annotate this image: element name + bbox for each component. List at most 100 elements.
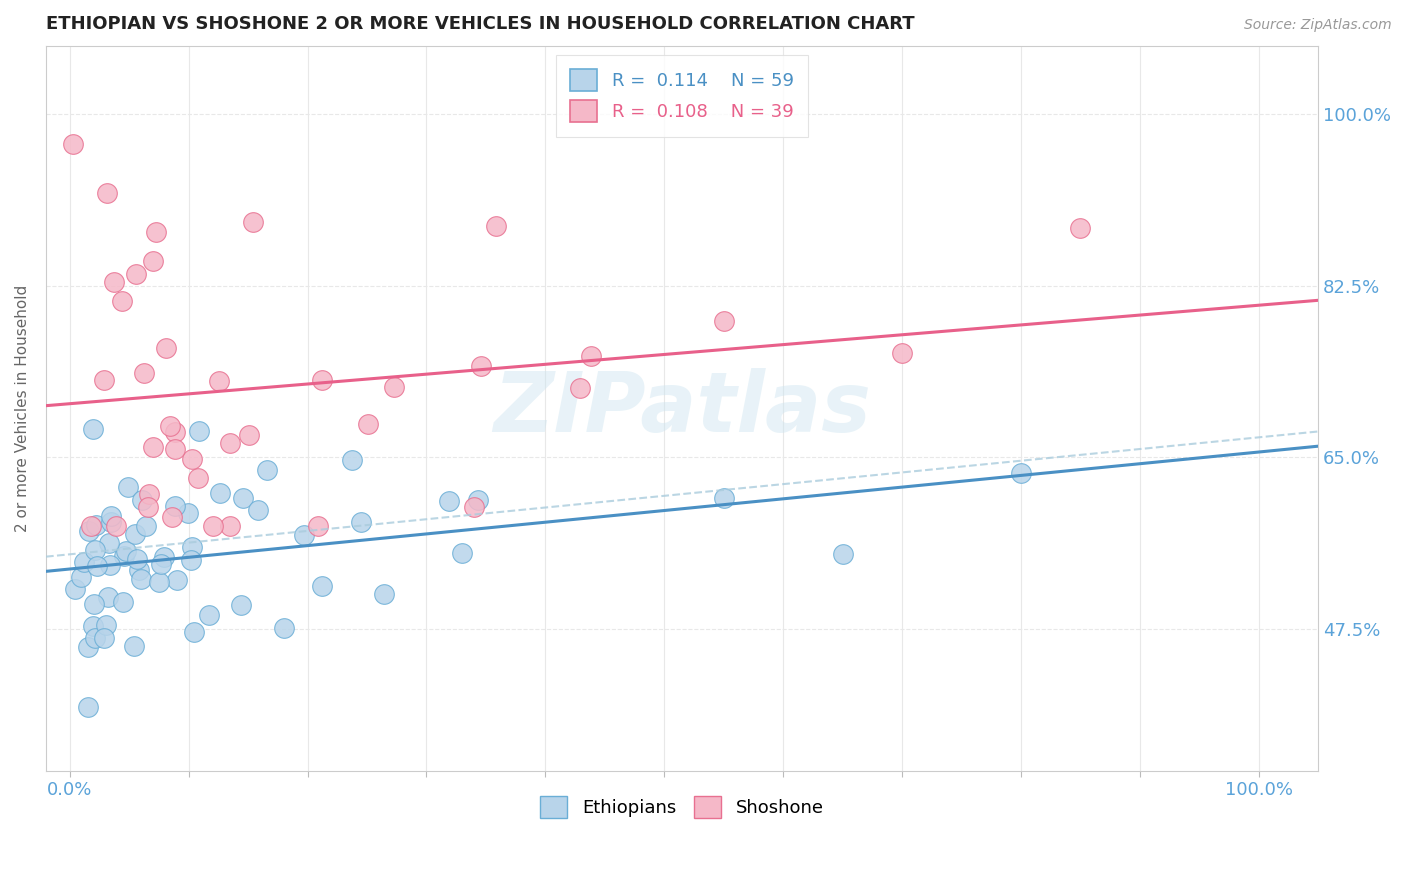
Point bbox=[97, 536, 120, 550]
Point bbox=[1010, 467, 1032, 481]
Point bbox=[77, 640, 100, 654]
Point bbox=[100, 509, 122, 524]
Point bbox=[382, 380, 405, 394]
Point bbox=[145, 225, 167, 239]
Point bbox=[218, 518, 240, 533]
Point bbox=[93, 373, 115, 387]
Text: ZIPatlas: ZIPatlas bbox=[494, 368, 870, 449]
Point bbox=[163, 425, 186, 440]
Point bbox=[111, 293, 134, 308]
Y-axis label: 2 or more Vehicles in Household: 2 or more Vehicles in Household bbox=[15, 285, 30, 532]
Point bbox=[115, 543, 138, 558]
Point bbox=[79, 524, 101, 538]
Point bbox=[568, 381, 591, 395]
Point bbox=[86, 558, 108, 573]
Point bbox=[138, 487, 160, 501]
Point bbox=[209, 485, 232, 500]
Point bbox=[467, 492, 489, 507]
Point bbox=[69, 570, 91, 584]
Point bbox=[201, 518, 224, 533]
Point bbox=[83, 598, 105, 612]
Point bbox=[307, 518, 329, 533]
Point bbox=[231, 491, 253, 505]
Point bbox=[129, 572, 152, 586]
Point bbox=[98, 558, 121, 573]
Point bbox=[94, 618, 117, 632]
Point bbox=[134, 366, 156, 380]
Point bbox=[1069, 221, 1091, 235]
Point bbox=[65, 582, 87, 597]
Point bbox=[135, 518, 157, 533]
Point bbox=[183, 625, 205, 640]
Point bbox=[208, 374, 231, 388]
Point bbox=[97, 590, 120, 604]
Point bbox=[713, 314, 735, 328]
Legend: Ethiopians, Shoshone: Ethiopians, Shoshone bbox=[531, 787, 832, 827]
Point bbox=[357, 417, 380, 431]
Point bbox=[177, 506, 200, 520]
Point bbox=[342, 453, 364, 467]
Point bbox=[159, 419, 181, 434]
Point bbox=[62, 136, 84, 151]
Point bbox=[219, 435, 242, 450]
Text: Source: ZipAtlas.com: Source: ZipAtlas.com bbox=[1244, 18, 1392, 32]
Point bbox=[79, 518, 101, 533]
Point bbox=[292, 528, 315, 542]
Point bbox=[713, 491, 735, 505]
Point bbox=[149, 557, 172, 571]
Point bbox=[86, 517, 108, 532]
Point bbox=[128, 563, 150, 577]
Point bbox=[238, 428, 260, 442]
Point bbox=[124, 527, 146, 541]
Point bbox=[350, 515, 373, 529]
Point bbox=[373, 587, 395, 601]
Point bbox=[188, 425, 211, 439]
Point bbox=[451, 546, 474, 560]
Point bbox=[246, 502, 269, 516]
Point bbox=[112, 595, 135, 609]
Point bbox=[105, 518, 128, 533]
Point bbox=[103, 275, 125, 289]
Point bbox=[100, 515, 122, 529]
Point bbox=[160, 510, 183, 524]
Point bbox=[127, 552, 149, 566]
Point bbox=[273, 621, 295, 635]
Point bbox=[77, 700, 100, 714]
Point bbox=[163, 442, 186, 457]
Point bbox=[166, 573, 188, 587]
Point bbox=[131, 493, 153, 508]
Point bbox=[463, 500, 485, 515]
Point bbox=[117, 480, 139, 494]
Point bbox=[831, 547, 853, 561]
Point bbox=[180, 541, 202, 555]
Point bbox=[142, 254, 165, 268]
Point bbox=[437, 494, 460, 508]
Point bbox=[484, 219, 506, 234]
Point bbox=[82, 619, 104, 633]
Point bbox=[124, 639, 146, 653]
Point bbox=[470, 359, 492, 373]
Point bbox=[96, 186, 118, 200]
Point bbox=[242, 215, 264, 229]
Point bbox=[891, 346, 914, 360]
Point bbox=[181, 452, 204, 467]
Point bbox=[136, 500, 159, 515]
Point bbox=[198, 608, 221, 623]
Text: ETHIOPIAN VS SHOSHONE 2 OR MORE VEHICLES IN HOUSEHOLD CORRELATION CHART: ETHIOPIAN VS SHOSHONE 2 OR MORE VEHICLES… bbox=[46, 15, 914, 33]
Point bbox=[187, 471, 209, 485]
Point bbox=[142, 440, 165, 454]
Point bbox=[84, 543, 107, 558]
Point bbox=[82, 422, 104, 436]
Point bbox=[256, 463, 278, 477]
Point bbox=[311, 374, 333, 388]
Point bbox=[148, 575, 170, 590]
Point bbox=[180, 552, 202, 566]
Point bbox=[155, 341, 177, 355]
Point bbox=[311, 579, 333, 593]
Point bbox=[579, 350, 602, 364]
Point bbox=[125, 267, 148, 281]
Point bbox=[84, 632, 107, 646]
Point bbox=[165, 499, 187, 513]
Point bbox=[231, 598, 253, 612]
Point bbox=[73, 555, 96, 569]
